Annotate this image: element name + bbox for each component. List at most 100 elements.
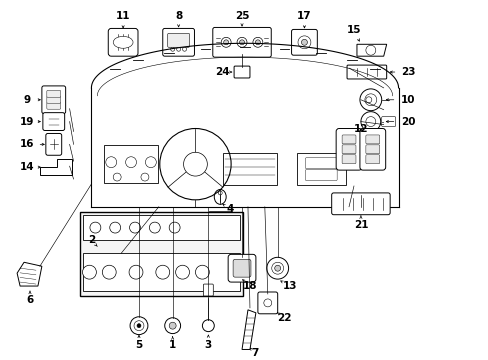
Ellipse shape — [109, 222, 121, 233]
Text: 6: 6 — [26, 295, 34, 305]
FancyBboxPatch shape — [203, 284, 213, 296]
Ellipse shape — [252, 37, 262, 47]
FancyBboxPatch shape — [365, 155, 379, 164]
Text: 25: 25 — [234, 10, 249, 21]
Text: 5: 5 — [135, 341, 142, 351]
FancyBboxPatch shape — [342, 145, 355, 154]
Ellipse shape — [169, 322, 176, 329]
Ellipse shape — [102, 265, 116, 279]
FancyBboxPatch shape — [163, 28, 194, 56]
FancyBboxPatch shape — [335, 129, 361, 170]
Ellipse shape — [221, 37, 231, 47]
FancyBboxPatch shape — [305, 158, 336, 168]
Ellipse shape — [301, 39, 307, 45]
Ellipse shape — [297, 36, 310, 49]
FancyBboxPatch shape — [331, 193, 389, 215]
Text: 15: 15 — [346, 26, 361, 35]
Ellipse shape — [271, 262, 283, 274]
Ellipse shape — [274, 265, 280, 271]
Text: 18: 18 — [242, 281, 257, 291]
Ellipse shape — [141, 173, 148, 181]
Ellipse shape — [264, 299, 271, 307]
Ellipse shape — [364, 94, 376, 106]
Ellipse shape — [239, 40, 244, 45]
FancyBboxPatch shape — [359, 129, 385, 170]
Text: 16: 16 — [20, 139, 34, 149]
FancyBboxPatch shape — [47, 96, 61, 103]
FancyBboxPatch shape — [228, 255, 255, 282]
Ellipse shape — [164, 318, 180, 334]
Ellipse shape — [223, 40, 228, 45]
Polygon shape — [209, 211, 231, 236]
Text: 4: 4 — [226, 204, 233, 214]
FancyBboxPatch shape — [108, 28, 138, 56]
Text: 2: 2 — [88, 235, 95, 246]
Ellipse shape — [365, 97, 371, 103]
FancyBboxPatch shape — [234, 66, 249, 78]
Ellipse shape — [134, 321, 143, 330]
FancyBboxPatch shape — [233, 259, 250, 277]
Ellipse shape — [129, 222, 140, 233]
Ellipse shape — [255, 40, 260, 45]
Polygon shape — [40, 159, 71, 175]
Text: 23: 23 — [401, 67, 415, 77]
Text: 7: 7 — [251, 348, 258, 359]
Circle shape — [183, 152, 207, 176]
FancyBboxPatch shape — [381, 117, 395, 126]
Polygon shape — [17, 262, 42, 286]
Polygon shape — [296, 153, 346, 185]
FancyBboxPatch shape — [342, 135, 355, 144]
Ellipse shape — [266, 257, 288, 279]
Ellipse shape — [237, 37, 246, 47]
FancyBboxPatch shape — [365, 135, 379, 144]
Ellipse shape — [365, 117, 375, 126]
FancyBboxPatch shape — [46, 134, 61, 155]
Text: 9: 9 — [23, 95, 31, 105]
FancyBboxPatch shape — [47, 102, 61, 109]
Text: 11: 11 — [116, 10, 130, 21]
Text: 3: 3 — [204, 341, 211, 351]
FancyBboxPatch shape — [257, 292, 277, 314]
FancyBboxPatch shape — [365, 145, 379, 154]
FancyBboxPatch shape — [212, 27, 271, 57]
Text: 13: 13 — [282, 281, 296, 291]
FancyBboxPatch shape — [342, 155, 355, 164]
Ellipse shape — [360, 112, 380, 131]
Text: 19: 19 — [20, 117, 34, 127]
Ellipse shape — [145, 157, 156, 168]
Ellipse shape — [175, 265, 189, 279]
Ellipse shape — [182, 47, 186, 51]
Ellipse shape — [169, 222, 180, 233]
Polygon shape — [82, 215, 240, 240]
Ellipse shape — [113, 173, 121, 181]
Ellipse shape — [195, 265, 209, 279]
FancyBboxPatch shape — [167, 33, 189, 47]
Ellipse shape — [170, 47, 174, 51]
Ellipse shape — [156, 265, 169, 279]
FancyBboxPatch shape — [47, 90, 61, 97]
Polygon shape — [103, 145, 158, 183]
Text: 21: 21 — [353, 220, 367, 230]
Text: 12: 12 — [353, 125, 367, 135]
Ellipse shape — [130, 317, 147, 334]
Polygon shape — [356, 44, 386, 56]
FancyBboxPatch shape — [305, 170, 336, 180]
Text: 20: 20 — [401, 117, 415, 127]
FancyBboxPatch shape — [291, 30, 317, 55]
Text: 22: 22 — [277, 313, 291, 323]
Ellipse shape — [90, 222, 101, 233]
Ellipse shape — [202, 320, 214, 332]
Ellipse shape — [218, 191, 222, 195]
Polygon shape — [80, 212, 243, 296]
Ellipse shape — [82, 265, 96, 279]
Text: 17: 17 — [297, 10, 311, 21]
Text: 1: 1 — [169, 341, 176, 351]
Ellipse shape — [176, 47, 180, 51]
Ellipse shape — [137, 324, 141, 328]
Ellipse shape — [214, 189, 226, 204]
Text: 24: 24 — [214, 67, 229, 77]
Text: 14: 14 — [20, 162, 34, 172]
Ellipse shape — [359, 89, 381, 111]
Ellipse shape — [365, 45, 375, 55]
Ellipse shape — [105, 157, 117, 168]
